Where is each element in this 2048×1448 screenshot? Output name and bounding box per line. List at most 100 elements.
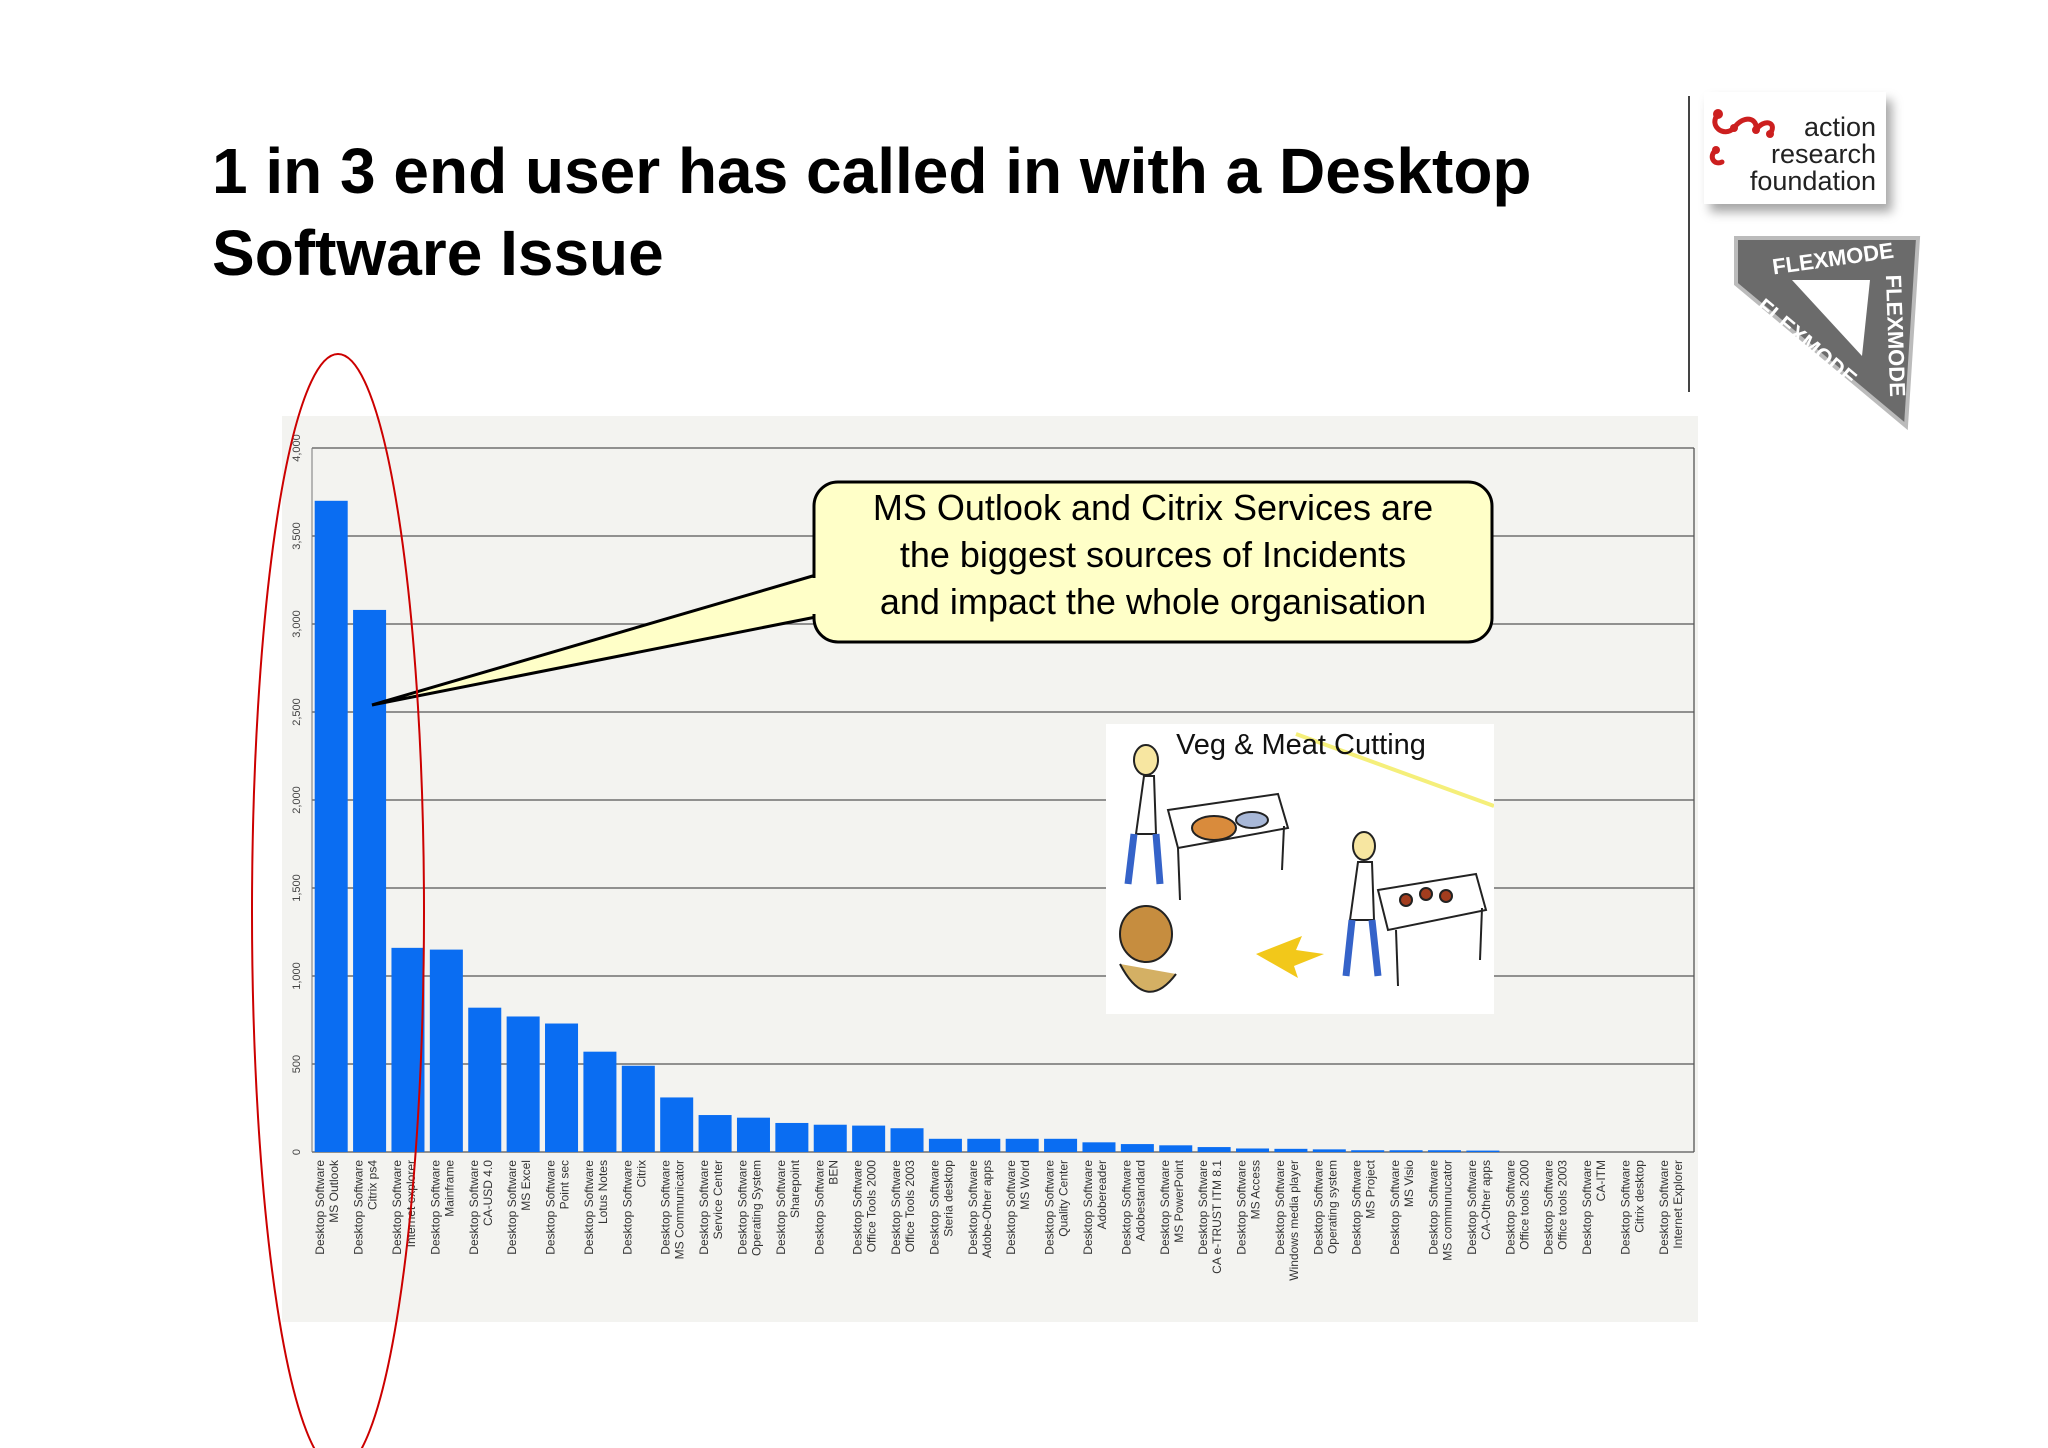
x-tick-label: Desktop Software [1426,1160,1440,1255]
x-tick-label: Office Tools 2003 [903,1160,917,1253]
image-caption: Veg & Meat Cutting [1176,729,1426,761]
x-tick-label: Desktop Software [467,1160,481,1255]
x-tick-label: Desktop Software [927,1160,941,1255]
bar-19 [1044,1138,1078,1152]
y-tick-label: 1,000 [291,962,303,990]
flexmode-logo-text-right: FLEXMODE [1881,274,1910,397]
x-tick-label: MS Outlook [327,1159,341,1223]
x-tick-label: Desktop Software [352,1160,366,1255]
logo-arf-line-1: action [1803,112,1876,142]
x-tick-label: Desktop Software [1196,1160,1210,1255]
bar-12 [775,1122,809,1152]
bar-17 [967,1138,1001,1152]
x-tick-label: Point sec [558,1160,572,1209]
x-tick-label: Desktop Software [582,1160,596,1255]
bar-22 [1159,1145,1193,1152]
x-tick-label: Quality Center [1057,1160,1071,1237]
x-tick-label: Desktop Software [889,1160,903,1255]
x-tick-label: Sharepoint [788,1159,802,1218]
callout-line-3: and impact the whole organisation [879,581,1427,622]
slide-title-line-2: Software Issue [212,217,664,289]
x-tick-label: MS Project [1364,1159,1378,1218]
logo-arf-line-3: foundation [1749,166,1876,196]
cartoon-cooks-icon: Veg & Meat Cutting [1119,729,1494,993]
bar-15 [890,1128,924,1152]
x-tick-label: Mainframe [442,1160,456,1217]
x-tick-label: Lotus Notes [596,1160,610,1224]
x-tick-label: Desktop Software [1004,1160,1018,1255]
x-tick-label: MS Communicator [673,1160,687,1259]
logo-divider [1688,96,1690,392]
y-tick-label: 3,500 [291,522,303,550]
x-tick-label: Desktop Software [851,1160,865,1255]
slide-title: 1 in 3 end user has called in with a Des… [212,130,1672,294]
x-tick-label: CA e-TRUST ITM 8.1 [1210,1160,1224,1274]
callout-text: MS Outlook and Citrix Services are the b… [814,484,1492,625]
x-tick-label: MS Visio [1402,1160,1416,1207]
y-tick-label: 4,000 [291,434,303,462]
x-tick-label: Citrix ps4 [366,1160,380,1210]
molecule-icon [1709,109,1775,166]
callout-line-1: MS Outlook and Citrix Services are [872,487,1434,528]
x-tick-label: Operating System [749,1160,763,1256]
x-tick-label: Desktop Software [1618,1160,1632,1255]
x-tick-label: Desktop Software [966,1160,980,1255]
callout-line-2: the biggest sources of Incidents [899,534,1407,575]
veg-meat-cutting-illustration: Veg & Meat Cutting [1106,724,1494,1014]
x-tick-label: Desktop Software [1388,1160,1402,1255]
x-tick-label: Adobereader [1095,1160,1109,1229]
bar-27 [1351,1150,1385,1152]
x-tick-label: Desktop Software [620,1160,634,1255]
x-tick-label: Desktop Software [812,1160,826,1255]
slide-title-line-1: 1 in 3 end user has called in with a Des… [212,135,1532,207]
x-tick-label: Operating system [1325,1160,1339,1254]
bar-29 [1427,1150,1461,1152]
bar-30 [1466,1150,1500,1152]
bar-11 [736,1117,770,1152]
x-tick-label: Desktop Software [1503,1160,1517,1255]
x-tick-label: CA-ITM [1594,1160,1608,1201]
x-tick-label: Desktop Software [505,1160,519,1255]
x-tick-label: Desktop Software [1081,1160,1095,1255]
y-tick-label: 500 [291,1055,303,1073]
x-tick-label: Desktop Software [390,1160,404,1255]
x-tick-label: Desktop Software [1043,1160,1057,1255]
y-tick-label: 1,500 [291,874,303,902]
bar-0 [314,500,348,1152]
x-tick-label: Windows media player [1287,1160,1301,1281]
x-axis-labels: Desktop Software MS Outlook Desktop Softwa… [313,1159,1685,1281]
bar-1 [353,609,387,1152]
x-tick-label: Desktop Software [1657,1160,1671,1255]
logo-arf-line-2: research [1770,139,1876,169]
x-tick-label: Internet explorer [404,1160,418,1247]
x-tick-label: Desktop Software [1350,1160,1364,1255]
x-tick-label: Internet Explorer [1671,1160,1685,1249]
x-tick-label: Office tools 2003 [1556,1160,1570,1250]
x-tick-label: Desktop Software [1235,1160,1249,1255]
x-tick-label: Desktop Software [428,1160,442,1255]
bar-20 [1082,1142,1116,1152]
x-tick-label: Office tools 2000 [1517,1160,1531,1250]
x-tick-label: Desktop Software [1580,1160,1594,1255]
bar-5 [506,1016,540,1152]
action-research-foundation-logo: action research foundation [1704,92,1886,204]
x-tick-label: MS Word [1018,1160,1032,1210]
bar-25 [1274,1148,1308,1152]
y-tick-label: 2,500 [291,698,303,726]
x-tick-label: Office Tools 2000 [865,1160,879,1253]
x-tick-label: Adobestandard [1133,1160,1147,1241]
x-tick-label: BEN [826,1160,840,1185]
bar-26 [1312,1149,1346,1152]
y-tick-label: 0 [291,1149,303,1155]
x-tick-label: MS PowerPoint [1172,1159,1186,1242]
bar-18 [1005,1138,1039,1152]
x-tick-label: CA-USD 4.0 [481,1160,495,1226]
bar-16 [928,1138,962,1152]
x-tick-label: Desktop Software [1158,1160,1172,1255]
x-tick-label: Steria desktop [941,1160,955,1237]
bar-10 [698,1115,732,1152]
x-tick-label: Desktop Software [1542,1160,1556,1255]
x-tick-label: CA-Other apps [1479,1160,1493,1240]
x-tick-label: Desktop Software [774,1160,788,1255]
x-tick-label: Adobe-Other apps [980,1160,994,1258]
